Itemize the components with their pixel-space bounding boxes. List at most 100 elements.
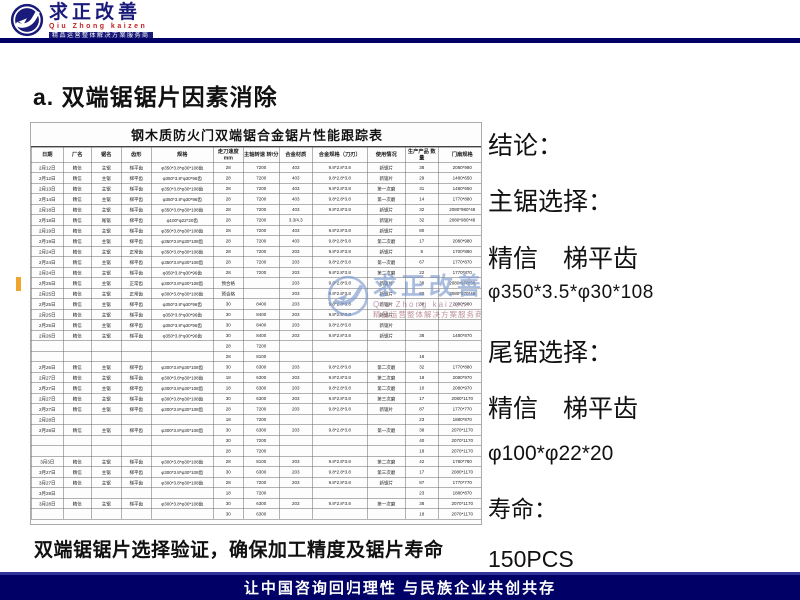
- column-header: 使用情况: [367, 147, 406, 163]
- table-cell: 9.8*2.8*3.8: [312, 319, 368, 331]
- table-cell: 28: [213, 267, 244, 278]
- table-cell: 1880*870: [438, 414, 481, 425]
- table-cell: 9.8*2.8*3.8: [312, 256, 368, 268]
- table-cell: 正常齿: [121, 288, 152, 299]
- table-cell: 403: [279, 235, 313, 247]
- brand-romanized: Qiu Zhong kaizen: [49, 23, 148, 30]
- table-cell: 主锯: [91, 225, 122, 236]
- table-cell: 2070*1170: [438, 445, 481, 457]
- table-row: 30 7200 40 2070*1170: [31, 435, 481, 446]
- table-cell: 30: [213, 330, 244, 341]
- table-cell: 主锯: [91, 361, 122, 373]
- table-cell: 第二次磨: [367, 382, 406, 394]
- table-cell: [367, 508, 406, 520]
- table-cell: φ300*3.8*φ30*108齿: [151, 498, 214, 509]
- table-cell: [312, 435, 368, 446]
- table-cell: 2月27日: [31, 403, 64, 415]
- table-cell: 22: [405, 267, 439, 278]
- table-cell: [151, 414, 214, 425]
- table-cell: 203: [279, 424, 313, 436]
- column-header: 日期: [31, 147, 64, 163]
- table-cell: 2080*970*30: [438, 277, 481, 289]
- table-cell: 28: [213, 225, 244, 236]
- table-cell: 8400: [243, 309, 280, 320]
- table-cell: 87: [405, 477, 439, 488]
- table-cell: 1880*870: [438, 487, 481, 499]
- table-row: 2月25日 精信 主锯 正常齿 φ300*3.8*φ30*108齿 预合格 203 9.8*2…: [31, 288, 481, 299]
- table-cell: φ300*3.8*φ30*108齿: [151, 477, 214, 488]
- table-cell: 7200: [243, 204, 280, 215]
- table-cell: 17: [405, 466, 439, 478]
- table-cell: [279, 445, 313, 457]
- table-cell: [63, 414, 92, 425]
- table-cell: φ300*3.8*φ30*108齿: [151, 372, 214, 383]
- table-cell: [405, 340, 439, 352]
- table-cell: φ350*3.8*φ30*108齿: [151, 162, 214, 173]
- table-cell: [63, 435, 92, 446]
- table-cell: 1700*880: [438, 246, 481, 257]
- table-cell: 9.8*2.8*3.8: [312, 298, 368, 310]
- table-cell: 1780*780: [438, 456, 481, 467]
- table-row: 3月28日 18 7200 23 1880*870: [31, 487, 481, 499]
- table-cell: 精信: [63, 193, 92, 205]
- table-cell: φ350*3.8*φ30*96齿: [151, 267, 214, 278]
- table-cell: 28: [213, 172, 244, 184]
- table-cell: 203: [279, 267, 313, 278]
- table-cell: 2月18日: [31, 204, 64, 215]
- table-cell: 新锯片: [367, 330, 406, 341]
- table-cell: [279, 435, 313, 446]
- column-header: 齿形: [121, 147, 152, 163]
- table-cell: 第三次磨: [367, 466, 406, 478]
- table-cell: 新锯片: [367, 225, 406, 236]
- table-row: 2月25日 精信 主锯 梯平齿 φ350*3.8*φ30*96齿 30 8400 203 9.8…: [31, 298, 481, 310]
- table-cell: [151, 445, 214, 457]
- table-row: 28 7200 18 2070*1170: [31, 445, 481, 457]
- table-cell: 3月27日: [31, 477, 64, 488]
- table-cell: 9.8*2.8*3.8: [312, 162, 368, 173]
- table-cell: 2月12日: [31, 162, 64, 173]
- table-cell: 403: [279, 204, 313, 215]
- table-cell: 2070*1170: [438, 498, 481, 509]
- table-cell: 30: [213, 424, 244, 436]
- table-cell: 8100: [243, 351, 280, 362]
- table-cell: [121, 508, 152, 520]
- highlight-marker: [16, 277, 21, 291]
- table-cell: 40: [405, 435, 439, 446]
- table-cell: 9.8*2.8*3.8: [312, 466, 368, 478]
- table-cell: 梯平齿: [121, 162, 152, 173]
- table-cell: φ350*3.8*φ30*96齿: [151, 298, 214, 310]
- table-cell: 28: [213, 214, 244, 226]
- table-cell: 18: [213, 487, 244, 499]
- table-cell: 主锯: [91, 372, 122, 383]
- table-cell: 203: [279, 256, 313, 268]
- table-cell: 精信: [63, 466, 92, 478]
- column-header: 生产产品 数量: [405, 147, 439, 163]
- table-cell: 9.8*2.8*3.8: [312, 393, 368, 404]
- table-cell: 9.8*2.8*3.8: [312, 225, 368, 236]
- table-cell: 17: [405, 393, 439, 404]
- table-cell: [151, 435, 214, 446]
- table-cell: 梯平齿: [121, 424, 152, 436]
- table-cell: φ350*3.8*φ30*96齿: [151, 172, 214, 184]
- table-cell: 梯平齿: [121, 183, 152, 194]
- table-cell: 6300: [243, 466, 280, 478]
- table-cell: 32: [405, 204, 439, 215]
- table-cell: 18: [405, 508, 439, 520]
- table-cell: φ300*3.8*φ30*108齿: [151, 424, 214, 436]
- table-cell: φ350*3.8*φ30*108齿: [151, 235, 214, 247]
- table-cell: 9.8*2.8*3.8: [312, 193, 368, 205]
- table-cell: 17: [405, 235, 439, 247]
- table-cell: [279, 414, 313, 425]
- table-cell: 主锯: [91, 183, 122, 194]
- table-cell: 80: [405, 225, 439, 236]
- table-cell: 2080*980*48: [438, 214, 481, 226]
- table-cell: [367, 445, 406, 457]
- table-cell: 主锯: [91, 246, 122, 257]
- table-cell: 80: [405, 288, 439, 299]
- table-cell: [63, 340, 92, 352]
- table-cell: φ350*3.8*φ30*96齿: [151, 309, 214, 320]
- table-cell: φ100*φ22*20齿: [151, 214, 214, 226]
- table-cell: [367, 351, 406, 362]
- table-cell: φ300*3.8*φ30*108齿: [151, 288, 214, 299]
- table-cell: [151, 508, 214, 520]
